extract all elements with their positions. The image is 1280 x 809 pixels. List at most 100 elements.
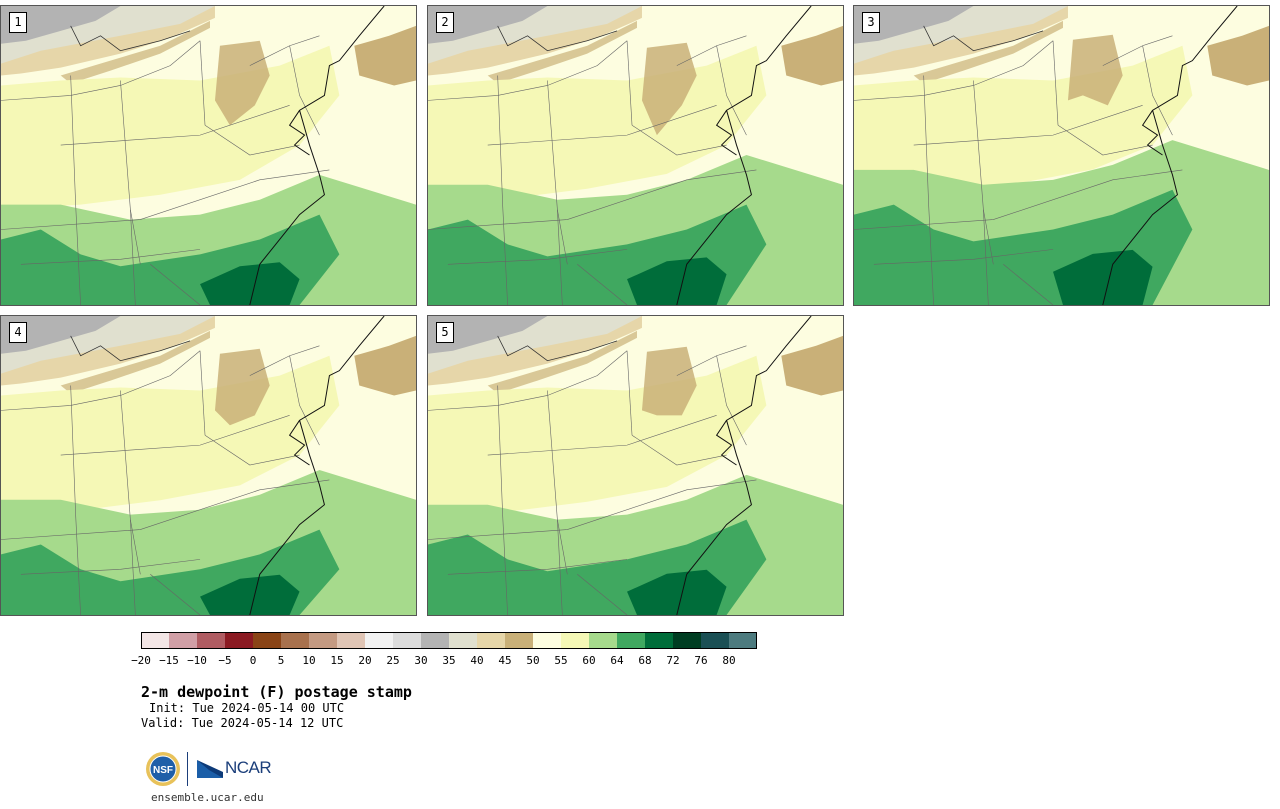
great-lakes-outline bbox=[497, 335, 618, 362]
northern-tan-band bbox=[854, 6, 1068, 76]
state-border bbox=[557, 519, 568, 575]
init-time: Init: Tue 2024-05-14 00 UTC bbox=[149, 701, 345, 715]
state-border bbox=[577, 264, 628, 305]
state-border bbox=[676, 345, 747, 376]
state-border bbox=[60, 105, 290, 146]
colorbar-tick-label: 0 bbox=[249, 654, 257, 667]
colorbar-tick-label: 68 bbox=[638, 654, 652, 667]
northeast-dry-region bbox=[1207, 25, 1269, 86]
state-border bbox=[487, 105, 717, 146]
colorbar-tick-label: 76 bbox=[694, 654, 708, 667]
state-border bbox=[1142, 45, 1173, 136]
colorbar-tick-label: 72 bbox=[666, 654, 680, 667]
colorbar-tick-label: 10 bbox=[302, 654, 316, 667]
colorbar-swatch bbox=[561, 632, 589, 649]
state-border bbox=[204, 434, 300, 466]
state-border bbox=[150, 264, 201, 305]
state-border bbox=[428, 40, 628, 101]
state-border bbox=[20, 249, 201, 265]
colorbar-tick-label: 64 bbox=[610, 654, 624, 667]
state-border bbox=[20, 559, 201, 575]
ocean-region bbox=[339, 65, 416, 205]
logo-divider bbox=[187, 752, 188, 786]
state-border bbox=[1, 40, 201, 101]
great-lakes-outline bbox=[70, 25, 191, 52]
colorbar-tick-label: 30 bbox=[414, 654, 428, 667]
dewpoint-map bbox=[428, 6, 843, 305]
map-panel-4: 4 bbox=[0, 315, 417, 616]
northern-tan-streak bbox=[487, 330, 637, 394]
colorbar-swatch bbox=[309, 632, 337, 649]
state-border bbox=[130, 209, 141, 265]
state-border bbox=[289, 355, 320, 446]
map-panel-1: 1 bbox=[0, 5, 417, 306]
state-border bbox=[1, 169, 330, 230]
northeast-dry-region bbox=[354, 335, 416, 396]
northern-cold-region bbox=[1, 6, 121, 44]
mountain-dry-patch bbox=[214, 348, 270, 426]
mountain-dry-patch bbox=[214, 40, 270, 126]
map-panel-5: 5 bbox=[427, 315, 844, 616]
northern-tan-band bbox=[1, 316, 215, 386]
ncar-mark-icon bbox=[197, 760, 223, 778]
colorbar-swatch bbox=[141, 632, 169, 649]
colorbar-swatch bbox=[729, 632, 757, 649]
colorbar-swatch bbox=[197, 632, 225, 649]
state-border bbox=[447, 559, 628, 575]
northeast-dry-region bbox=[781, 25, 843, 86]
state-border bbox=[428, 169, 757, 230]
state-border bbox=[631, 434, 727, 466]
state-border bbox=[913, 105, 1143, 146]
site-url[interactable]: ensemble.ucar.edu bbox=[151, 791, 264, 804]
state-border bbox=[577, 574, 628, 615]
state-border bbox=[1052, 40, 1059, 126]
coastline bbox=[1102, 6, 1238, 305]
state-border bbox=[199, 350, 206, 436]
colorbar-tick-label: −15 bbox=[159, 654, 179, 667]
colorbar-swatch bbox=[169, 632, 197, 649]
state-border bbox=[1003, 264, 1054, 305]
colorbar-swatch bbox=[673, 632, 701, 649]
valid-time: Valid: Tue 2024-05-14 12 UTC bbox=[141, 716, 344, 730]
northern-cold-region bbox=[428, 6, 548, 44]
state-border bbox=[249, 35, 320, 66]
panel-number: 4 bbox=[9, 322, 27, 343]
dewpoint-map bbox=[1, 6, 416, 305]
colorbar-swatch bbox=[701, 632, 729, 649]
state-border bbox=[289, 45, 320, 136]
panel-number: 2 bbox=[436, 12, 454, 33]
colorbar-tick-label: 15 bbox=[330, 654, 344, 667]
colorbar-tick-label: 50 bbox=[526, 654, 540, 667]
great-lakes-outline bbox=[497, 25, 618, 52]
state-border bbox=[447, 249, 628, 265]
colorbar-swatch bbox=[281, 632, 309, 649]
ncar-wordmark: NCAR bbox=[225, 758, 272, 777]
colorbar-swatch bbox=[645, 632, 673, 649]
state-border bbox=[1, 479, 330, 540]
state-border bbox=[70, 75, 81, 305]
panel-number: 1 bbox=[9, 12, 27, 33]
colorbar-swatch bbox=[477, 632, 505, 649]
colorbar-swatch bbox=[505, 632, 533, 649]
northern-cold-region bbox=[854, 6, 974, 44]
northeast-dry-region bbox=[354, 25, 416, 86]
state-border bbox=[497, 75, 508, 305]
mountain-dry-patch bbox=[641, 346, 697, 416]
colorbar-swatch bbox=[421, 632, 449, 649]
state-border bbox=[983, 209, 994, 265]
panel-number: 3 bbox=[862, 12, 880, 33]
state-border bbox=[428, 479, 757, 540]
very-humid-core bbox=[200, 574, 300, 615]
colorbar-tick-label: 40 bbox=[470, 654, 484, 667]
state-border bbox=[70, 385, 81, 615]
state-border bbox=[873, 249, 1054, 265]
chesapeake-coastline bbox=[288, 110, 310, 156]
colorbar-tick-label: 60 bbox=[582, 654, 596, 667]
northern-tan-streak bbox=[487, 20, 637, 84]
great-lakes-outline bbox=[70, 335, 191, 362]
colorbar-swatch bbox=[589, 632, 617, 649]
colorbar-swatch bbox=[617, 632, 645, 649]
chesapeake-coastline bbox=[288, 420, 310, 466]
state-border bbox=[428, 350, 628, 411]
northern-cold-region bbox=[428, 316, 548, 354]
